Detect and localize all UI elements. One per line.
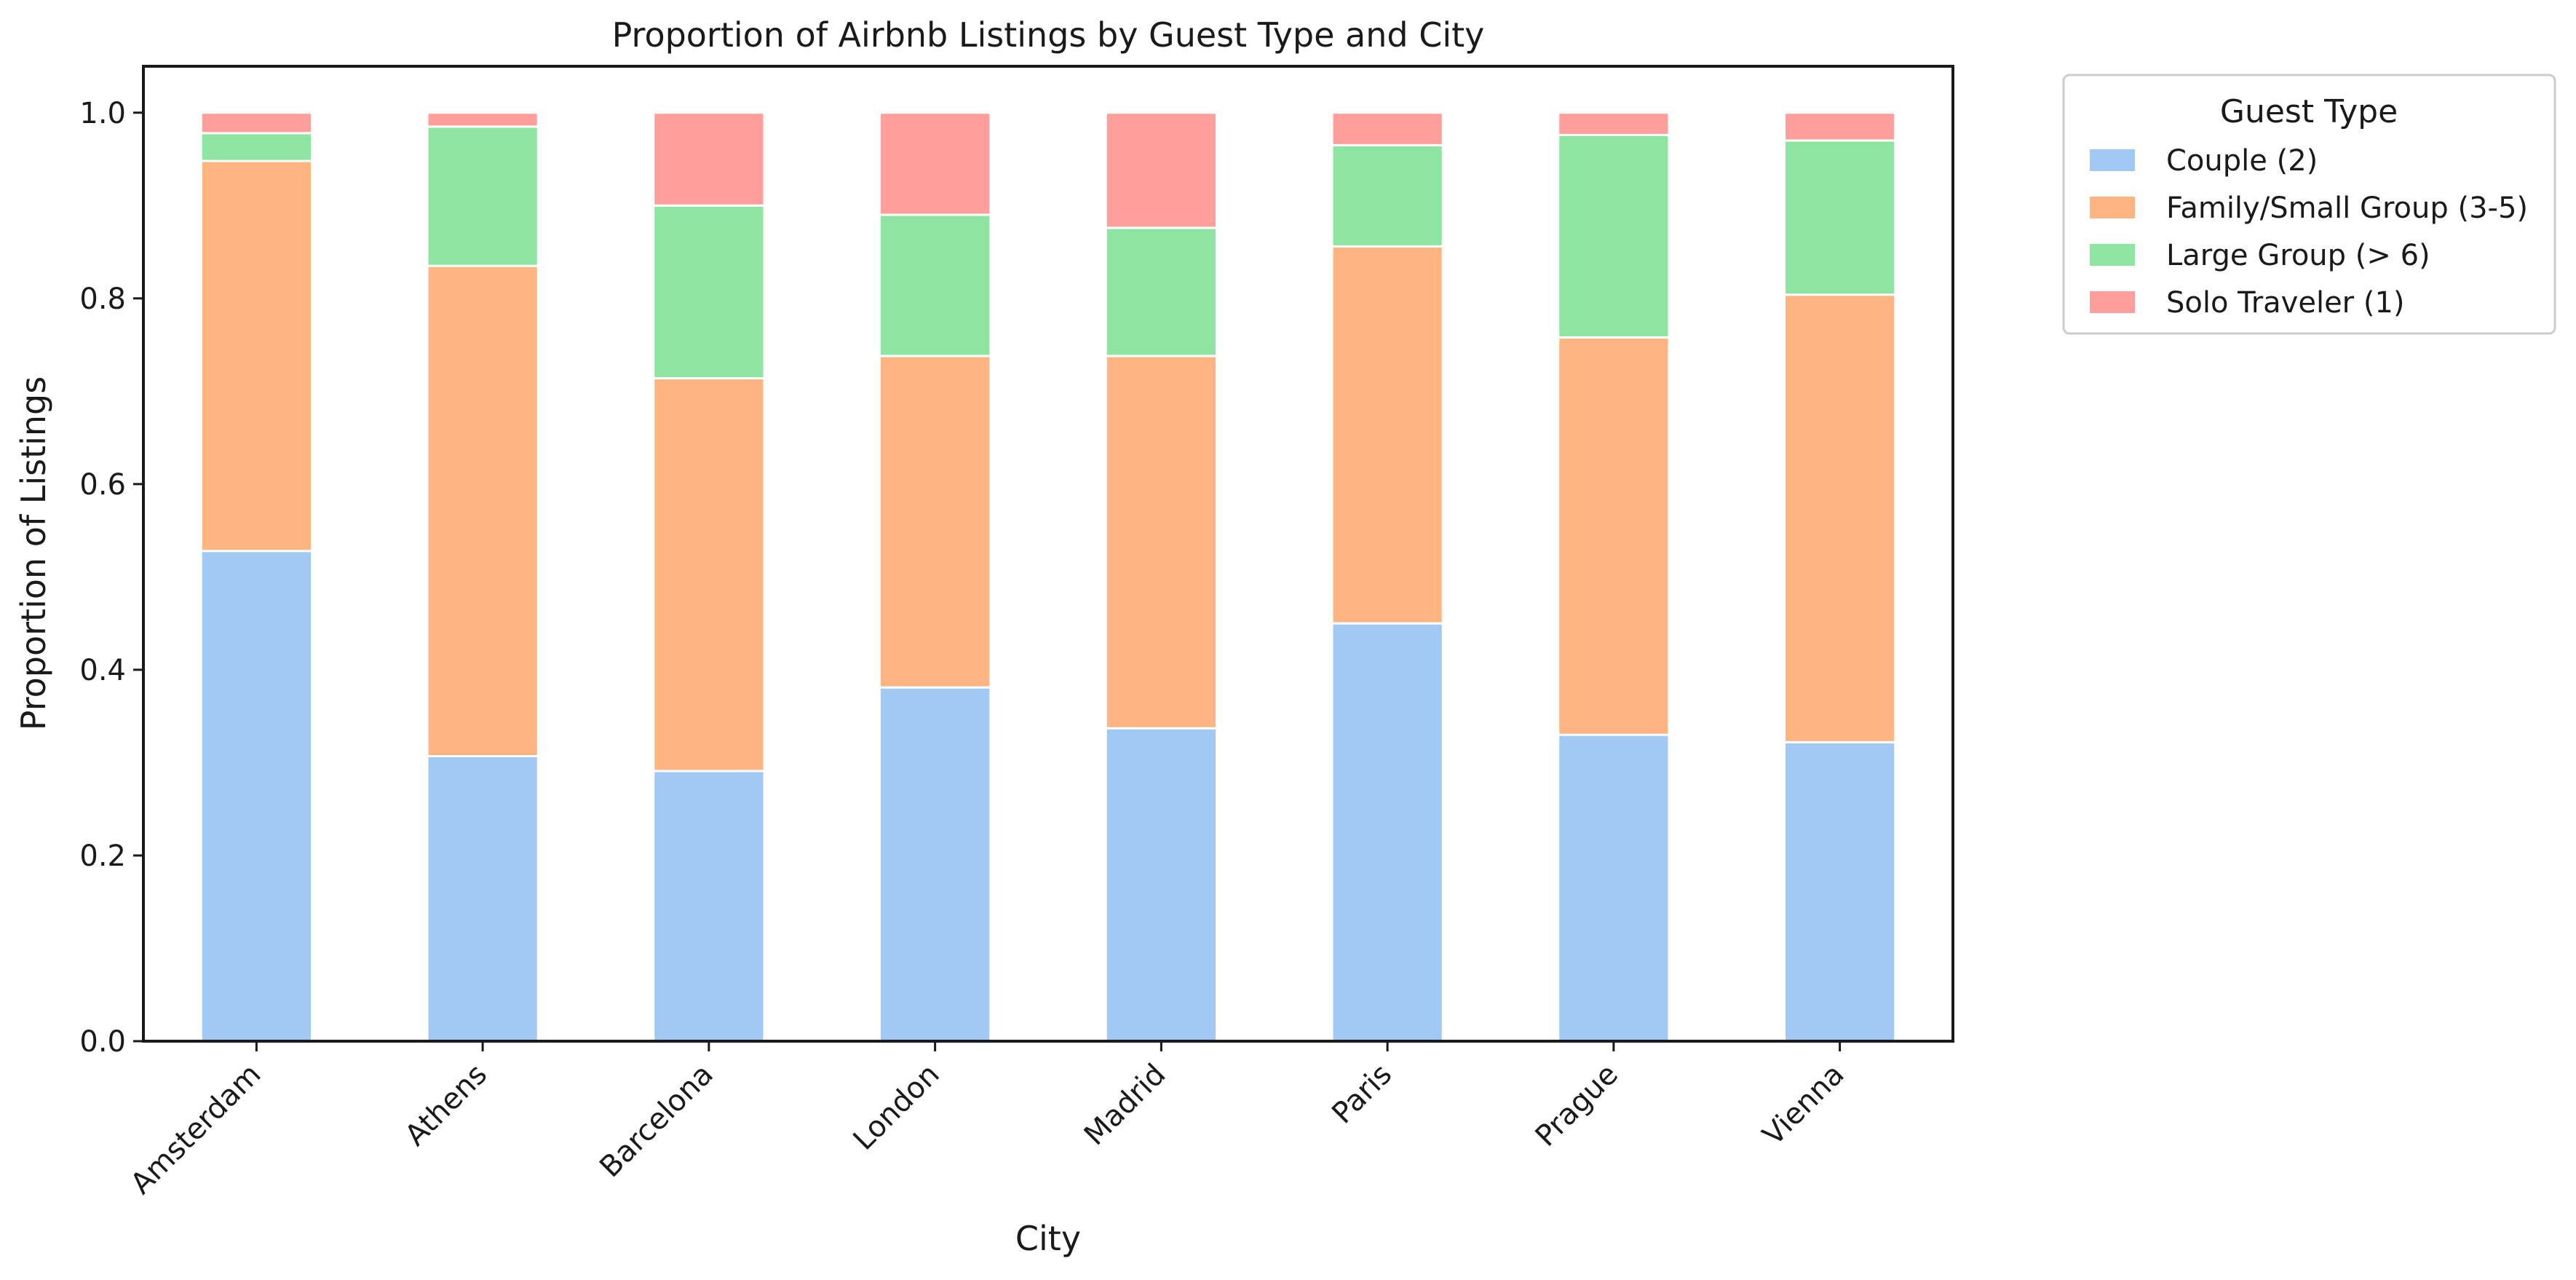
legend-label: Family/Small Group (3-5) (2166, 191, 2528, 225)
bar-barcelona-2 (652, 376, 766, 773)
y-axis: 0.0 0.2 0.4 0.6 0.8 1.0 (79, 97, 143, 1059)
bar-madrid-1 (1104, 727, 1218, 1043)
bar-athens-1 (426, 755, 539, 1043)
bar-amsterdam-1 (199, 550, 314, 1043)
bar-amsterdam-2 (199, 159, 314, 553)
bar-barcelona-3 (652, 204, 766, 379)
legend-label: Solo Traveler (1) (2166, 286, 2405, 320)
x-tick-label-barcelona: Barcelona (593, 1058, 720, 1185)
y-tick-label: 0.6 (79, 468, 126, 502)
bar-madrid-4 (1104, 111, 1218, 229)
bars-layer (199, 111, 1897, 1043)
bar-paris-3 (1331, 143, 1444, 248)
bar-athens-4 (426, 111, 539, 128)
bar-athens-3 (426, 125, 539, 267)
y-axis-label: Proportion of Listings (14, 376, 53, 730)
legend-title: Guest Type (2220, 93, 2398, 130)
bar-prague-2 (1557, 336, 1671, 736)
x-tick-label-prague: Prague (1529, 1058, 1625, 1153)
x-tick-label-vienna: Vienna (1756, 1058, 1851, 1153)
chart-title: Proportion of Airbnb Listings by Guest T… (612, 15, 1485, 55)
bar-london-3 (878, 213, 992, 357)
legend-swatch (2090, 244, 2135, 266)
legend-swatch (2090, 149, 2135, 171)
y-tick-label: 0.8 (79, 283, 126, 316)
x-tick-label-madrid: Madrid (1078, 1058, 1173, 1153)
legend-label: Couple (2) (2166, 144, 2318, 178)
x-tick-label-amsterdam: Amsterdam (124, 1058, 268, 1201)
legend: Guest Type Couple (2) Family/Small Group … (2062, 74, 2556, 335)
bar-prague-1 (1557, 733, 1671, 1043)
x-axis-label: City (1015, 1219, 1081, 1258)
bar-madrid-2 (1104, 355, 1218, 730)
legend-label: Large Group (> 6) (2166, 239, 2430, 272)
bar-london-1 (878, 686, 992, 1043)
bar-vienna-4 (1783, 111, 1897, 142)
y-tick-label: 1.0 (79, 97, 126, 130)
bar-athens-2 (426, 264, 539, 758)
x-tick-label-london: London (847, 1058, 946, 1157)
y-tick-label: 0.4 (79, 654, 126, 687)
bar-london-4 (878, 111, 992, 216)
bar-paris-1 (1331, 622, 1444, 1043)
x-tick-label-paris: Paris (1325, 1058, 1398, 1131)
y-tick-label: 0.2 (79, 839, 126, 873)
legend-swatch (2090, 197, 2135, 218)
bar-madrid-3 (1104, 226, 1218, 357)
y-tick-label: 0.0 (79, 1025, 126, 1059)
bar-barcelona-4 (652, 111, 766, 207)
plot-frame (142, 65, 1954, 1043)
bar-paris-4 (1331, 111, 1444, 146)
bar-amsterdam-3 (199, 132, 314, 162)
bar-london-2 (878, 355, 992, 689)
x-axis: Amsterdam Athens Barcelona London Madrid Pari… (124, 1041, 1851, 1201)
legend-frame (2062, 74, 2556, 335)
bar-vienna-2 (1783, 293, 1897, 743)
bar-vienna-1 (1783, 740, 1897, 1043)
legend-swatch (2090, 291, 2135, 313)
bar-vienna-3 (1783, 139, 1897, 296)
bar-prague-3 (1557, 133, 1671, 339)
bar-paris-2 (1331, 245, 1444, 625)
bar-prague-4 (1557, 111, 1671, 136)
x-tick-label-athens: Athens (399, 1058, 494, 1153)
bar-barcelona-1 (652, 770, 766, 1043)
bar-amsterdam-4 (199, 111, 314, 135)
legend-items: Couple (2) Family/Small Group (3-5) Large … (2090, 144, 2528, 320)
